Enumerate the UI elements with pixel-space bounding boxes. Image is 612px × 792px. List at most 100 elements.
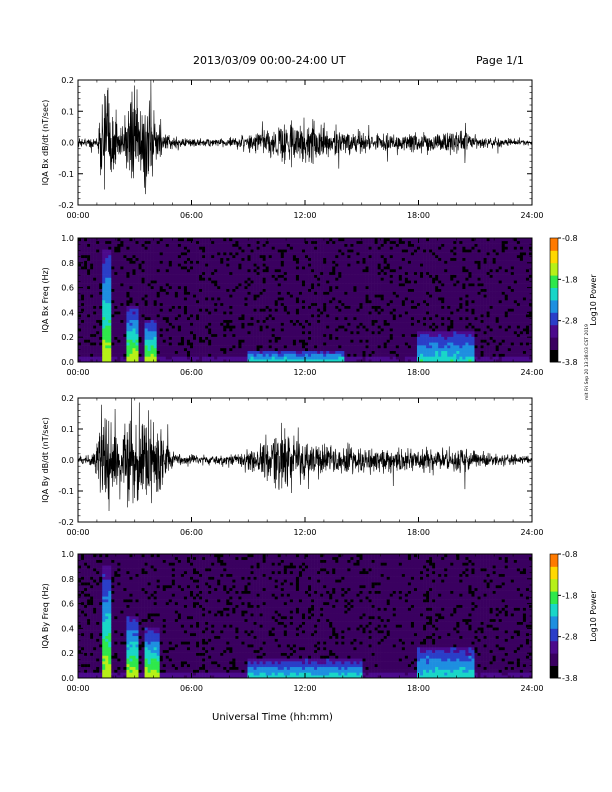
spectrogram-cell	[256, 316, 260, 321]
spectrogram-cell	[99, 238, 103, 242]
spectrogram-cell	[174, 333, 179, 337]
spectrogram-cell	[383, 238, 388, 242]
spectrogram-cell	[244, 314, 248, 318]
spectrogram-cell	[120, 297, 124, 301]
spectrogram-cell	[199, 336, 203, 340]
spectrogram-cell	[123, 257, 127, 261]
spectrogram-cell	[265, 288, 269, 292]
spectrogram-cell	[211, 243, 215, 247]
spectrogram-cell	[277, 347, 282, 352]
spectrogram-cell	[202, 238, 206, 242]
spectrogram-cell	[153, 288, 157, 292]
spectrogram-cell	[256, 336, 260, 340]
spectrogram-cell	[350, 283, 354, 287]
spectrogram-cell	[359, 316, 363, 321]
spectrogram-cell	[189, 263, 194, 267]
spectrogram-cell	[262, 316, 266, 321]
spectrogram-cell	[247, 283, 251, 287]
spectrogram-cell	[259, 280, 263, 284]
spectrogram-cell	[105, 356, 109, 360]
spectrogram-cell	[150, 252, 154, 256]
spectrogram-cell	[317, 246, 321, 250]
spectrogram-cell	[250, 263, 254, 267]
spectrogram-cell	[211, 311, 215, 315]
spectrogram-cell	[332, 249, 336, 253]
spectrogram-cell	[395, 328, 400, 332]
spectrogram-cell	[196, 302, 200, 306]
spectrogram-cell	[141, 314, 145, 318]
spectrogram-cell	[271, 238, 276, 242]
spectrogram-cell	[156, 347, 161, 352]
spectrogram-cell	[138, 305, 142, 309]
spectrogram-cell	[159, 345, 164, 349]
spectrogram-cell	[392, 353, 397, 357]
spectrogram-cell	[244, 283, 248, 287]
spectrogram-cell	[404, 257, 409, 261]
spectrogram-cell	[286, 246, 291, 250]
spectrogram-cell	[350, 297, 354, 301]
spectrogram-cell	[87, 314, 91, 318]
spectrogram-cell	[120, 319, 124, 323]
spectrogram-cell	[280, 277, 285, 281]
spectrogram-cell	[350, 336, 354, 340]
spectrogram-cell	[123, 308, 127, 312]
spectrogram-cell	[410, 359, 415, 363]
spectrogram-cell	[141, 322, 145, 326]
x-axis-label: Universal Time (hh:mm)	[212, 712, 333, 723]
spectrogram-cell	[314, 319, 318, 323]
spectrogram-cell	[314, 322, 318, 326]
spectrogram-cell	[311, 350, 315, 354]
spectrogram-cell	[353, 339, 357, 343]
spectrogram-cell	[93, 339, 97, 343]
spectrogram-cell	[389, 322, 394, 326]
spectrogram-cell	[341, 263, 345, 267]
spectrogram-cell	[150, 266, 154, 270]
spectrogram-cell	[362, 308, 366, 312]
spectrogram-cell	[223, 311, 227, 315]
spectrogram-cell	[371, 280, 375, 284]
spectrogram-cell	[153, 238, 157, 242]
spectrogram-cell	[156, 308, 161, 312]
spectrogram-cell	[220, 297, 224, 301]
spectrogram-cell	[108, 347, 112, 352]
spectrogram-cell	[129, 302, 133, 306]
spectrogram-cell	[189, 322, 194, 326]
spectrogram-cell	[87, 263, 91, 267]
spectrogram-cell	[168, 347, 173, 352]
spectrogram-cell	[226, 277, 230, 281]
spectrogram-cell	[286, 271, 291, 275]
spectrogram-cell	[199, 356, 203, 360]
spectrogram-cell	[283, 288, 288, 292]
spectrogram-cell	[247, 314, 251, 318]
spectrogram-cell	[81, 336, 85, 340]
spectrogram-cell	[211, 280, 215, 284]
spectrogram-cell	[289, 328, 294, 332]
spectrogram-cell	[129, 359, 133, 363]
spectrogram-cell	[153, 345, 157, 349]
spectrogram-cell	[323, 254, 327, 259]
spectrogram-cell	[129, 240, 133, 244]
spectrogram-cell	[250, 333, 254, 337]
spectrogram-cell	[183, 356, 188, 360]
spectrogram-cell	[123, 294, 127, 298]
spectrogram-cell	[359, 257, 363, 261]
spectrogram-cell	[123, 314, 127, 318]
spectrogram-cell	[295, 339, 300, 343]
spectrogram-cell	[123, 336, 127, 340]
spectrogram-cell	[153, 257, 157, 261]
spectrogram-cell	[153, 328, 157, 332]
spectrogram-cell	[395, 311, 400, 315]
spectrogram-cell	[202, 249, 206, 253]
spectrogram-cell	[410, 347, 415, 352]
spectrogram-cell	[168, 300, 173, 304]
spectrogram-cell	[277, 240, 282, 244]
spectrogram-cell	[117, 336, 121, 340]
spectrogram-cell	[250, 325, 254, 329]
spectrogram-cell	[147, 269, 151, 273]
spectrogram-cell	[105, 252, 109, 256]
spectrogram-cell	[141, 328, 145, 332]
spectrogram-cell	[150, 238, 154, 242]
spectrogram-cell	[362, 331, 366, 335]
spectrogram-cell	[199, 271, 203, 275]
spectrogram-cell	[132, 325, 136, 329]
